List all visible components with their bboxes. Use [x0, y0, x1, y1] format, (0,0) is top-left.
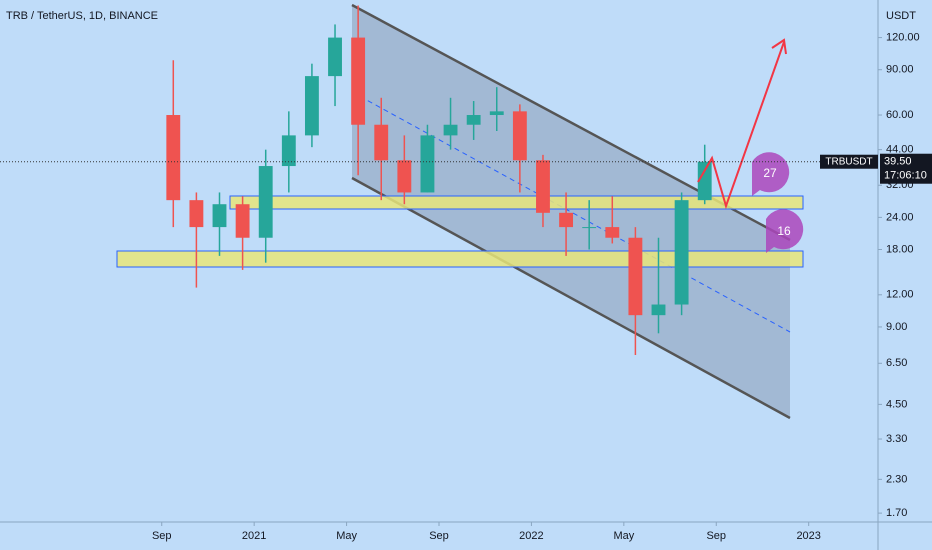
channel-bottom	[351, 176, 791, 420]
x-tick-label: Sep	[152, 530, 172, 542]
y-tick-label: 18.00	[886, 243, 914, 255]
x-tick-label: 2021	[242, 530, 266, 542]
y-tick-label: 90.00	[886, 64, 914, 76]
x-tick-label: Sep	[429, 530, 449, 542]
symbol: TRBUSDT	[825, 156, 872, 167]
candle-body	[628, 237, 643, 316]
candle-body	[235, 204, 250, 238]
candle-body	[374, 124, 389, 161]
candle-body	[466, 115, 481, 125]
zone-box	[229, 195, 804, 210]
x-tick-label: Sep	[706, 530, 726, 542]
candle-body	[512, 111, 527, 161]
x-tick-label: 2022	[519, 530, 543, 542]
y-tick-label: 44.00	[886, 144, 914, 156]
candle-body	[189, 200, 204, 228]
candle-body	[420, 135, 435, 193]
candle-body	[397, 160, 412, 193]
candle-body	[559, 212, 574, 228]
countdown: 17:06:10	[884, 170, 927, 182]
candle-body	[536, 160, 550, 213]
candle-body	[281, 135, 296, 167]
candle-body	[582, 227, 597, 229]
symbol-box	[820, 154, 878, 169]
candle-body	[674, 200, 689, 305]
y-tick-label: 9.00	[886, 321, 907, 333]
last-price-label: 39.50	[884, 156, 912, 168]
price-box: TRBUSDT 39.50 17:06:10	[820, 153, 932, 184]
annotation: 27	[763, 166, 777, 180]
bubble	[766, 209, 804, 253]
chart-title: TRB / TetherUS, 1D, BINANCE	[6, 10, 158, 22]
annotation: 16	[777, 224, 791, 238]
candles	[166, 5, 712, 356]
candle-body	[443, 124, 458, 136]
x-tick-label: May	[613, 530, 634, 542]
projection-path	[697, 41, 785, 210]
candle-body	[351, 37, 366, 125]
y-tick-label: 4.50	[886, 398, 907, 410]
candle-body	[212, 204, 227, 228]
candle-body	[489, 111, 504, 116]
candle-body	[258, 166, 273, 238]
x-tick-label: 2023	[796, 530, 820, 542]
price-box-bg	[880, 153, 932, 184]
x-tick-label: May	[336, 530, 357, 542]
projection: 27 16	[697, 38, 804, 253]
y-tick-label: 120.00	[886, 31, 920, 43]
y-tick-label: 2.30	[886, 473, 907, 485]
bubble	[752, 152, 790, 196]
y-tick-label: 24.00	[886, 211, 914, 223]
axis-unit: USDT	[886, 10, 916, 22]
y-tick-label: 1.70	[886, 507, 907, 519]
channel-fill	[352, 5, 790, 418]
candle-body	[166, 115, 181, 201]
axis: 120.0090.0060.0044.0032.0024.0018.0012.0…	[152, 31, 920, 541]
y-tick-label: 60.00	[886, 109, 914, 121]
arrow-head	[771, 38, 787, 55]
candle-body	[651, 304, 666, 316]
y-tick-label: 6.50	[886, 357, 907, 369]
candle-body	[328, 37, 342, 77]
channel-mid	[351, 91, 791, 333]
y-tick-label: 3.30	[886, 433, 907, 445]
y-tick-label: 12.00	[886, 289, 914, 301]
candle-body	[605, 227, 620, 238]
candle-body	[697, 161, 712, 201]
candle-body	[304, 76, 319, 136]
